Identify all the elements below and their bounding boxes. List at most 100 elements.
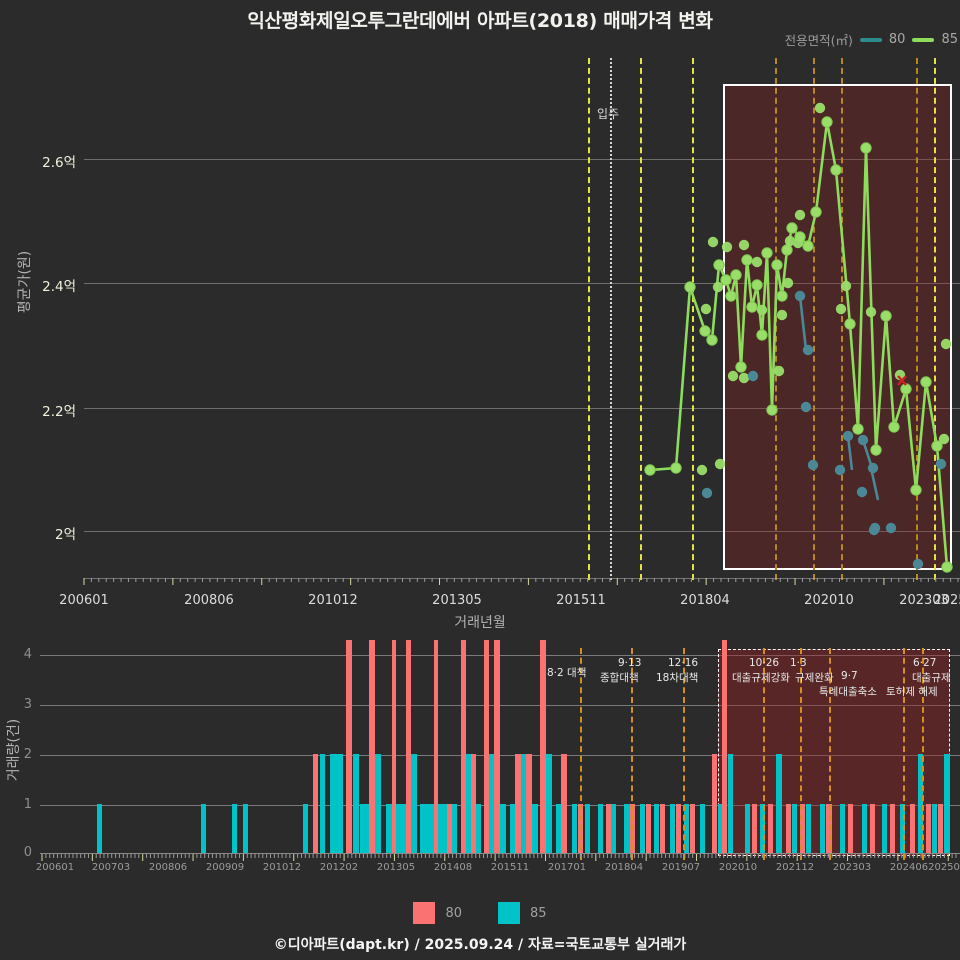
main-x-tick: 2025 bbox=[933, 593, 960, 608]
gridline bbox=[84, 283, 960, 284]
bar-x-tick: 201202 bbox=[319, 862, 359, 873]
policy-line-1-3 bbox=[813, 58, 815, 580]
policy-label-toheoje-text: 토허제 해제 bbox=[886, 686, 938, 698]
bar-x-tick: 200909 bbox=[205, 862, 245, 873]
bar-y-tick: 3 bbox=[23, 697, 32, 712]
main-y-tick: 2.6억 bbox=[42, 155, 76, 171]
legend-top-swatch-80 bbox=[859, 37, 882, 42]
bars-85 bbox=[97, 754, 950, 854]
gridline bbox=[84, 408, 960, 409]
bar-x-tick: 201907 bbox=[661, 862, 701, 873]
policy-label-9-7-date: 9·7 bbox=[841, 670, 858, 682]
policy-line-bar-9-13 bbox=[631, 648, 633, 860]
policy-label-9-13-date: 9·13 bbox=[618, 657, 642, 669]
policy-line-bar-6-27 bbox=[922, 648, 924, 860]
bar-x-tick: 20250 bbox=[928, 862, 960, 873]
policy-label-10-26-date: 10·26 bbox=[749, 657, 780, 669]
move-in-label: 입주 bbox=[597, 107, 620, 121]
main-x-tick: 202010 bbox=[804, 593, 854, 608]
main-y-tick: 2.2억 bbox=[42, 404, 76, 420]
main-y-tick: 2억 bbox=[54, 527, 76, 543]
main-x-axis-label: 거래년월 bbox=[454, 615, 506, 631]
page-title: 익산평화제일오투그란데에버 아파트(2018) 매매가격 변화 bbox=[247, 10, 713, 32]
red-x-marker bbox=[897, 375, 907, 386]
gridline bbox=[84, 531, 960, 532]
policy-label-10-26-name: 대출규제강화 bbox=[732, 672, 790, 684]
main-x-tick: 201012 bbox=[308, 593, 358, 608]
bar-x-ruler-ticks bbox=[41, 854, 957, 861]
series-85-line bbox=[649, 121, 949, 568]
policy-line-bar-10-26 bbox=[763, 648, 765, 860]
legend-top: 전용면적(㎡) 80 85 bbox=[785, 30, 958, 49]
policy-line-9-13 bbox=[640, 58, 642, 580]
footer-credit: ©디아파트(dapt.kr) / 2025.09.24 / 자료=국토교통부 실… bbox=[273, 937, 687, 953]
policy-line-bar-9-7 bbox=[829, 648, 831, 860]
policy-label-9-7-name: 특례대출축소 bbox=[819, 686, 877, 698]
policy-label-12-16-name: 18차대책 bbox=[656, 672, 699, 684]
bar-x-tick: 202010 bbox=[718, 862, 758, 873]
legend-top-item-80: 80 bbox=[888, 32, 906, 47]
policy-label-12-16-date: 12·16 bbox=[668, 657, 699, 669]
policy-label-8-2: 8·2 대책 bbox=[547, 667, 587, 679]
legend-top-item-85: 85 bbox=[941, 32, 958, 47]
policy-label-1-3-name: 규제완화 bbox=[795, 672, 834, 684]
policy-line-toheoje bbox=[916, 58, 918, 580]
legend-bottom-swatch-80 bbox=[413, 902, 436, 924]
legend-bottom-item-80: 80 bbox=[445, 905, 462, 921]
main-x-tick: 202303 bbox=[899, 593, 949, 608]
bar-x-tick: 201511 bbox=[490, 862, 530, 873]
policy-line-6-27 bbox=[934, 58, 936, 580]
main-x-tick: 201804 bbox=[680, 593, 730, 608]
series-85-scatter bbox=[696, 102, 952, 476]
policy-line-bar-12-16 bbox=[683, 648, 685, 860]
legend-bottom-item-85: 85 bbox=[530, 905, 547, 921]
bar-x-tick: 200703 bbox=[91, 862, 131, 873]
legend-bottom: 80 85 bbox=[0, 902, 960, 924]
policy-line-bar-toheoje bbox=[903, 648, 905, 860]
policy-line-bar-1-3 bbox=[800, 648, 802, 860]
main-x-ruler bbox=[83, 578, 960, 585]
series-85-points bbox=[644, 116, 953, 573]
main-y-tick: 2.4억 bbox=[42, 279, 76, 295]
main-chart: 평균가(원) 2.6억 2.4억 2.2억 2억 입주 bbox=[0, 58, 960, 631]
legend-top-label: 전용면적(㎡) bbox=[784, 33, 853, 48]
main-x-tick: 201305 bbox=[432, 593, 482, 608]
bar-x-tick: 201012 bbox=[262, 862, 302, 873]
bar-x-tick: 202406 bbox=[889, 862, 929, 873]
bar-x-tick: 201701 bbox=[547, 862, 587, 873]
move-in-line bbox=[610, 58, 612, 580]
bar-x-tick: 202303 bbox=[832, 862, 872, 873]
bar-x-tick: 200806 bbox=[148, 862, 188, 873]
policy-line-bar-8-2 bbox=[580, 648, 582, 860]
main-x-tick: 200601 bbox=[59, 593, 109, 608]
bar-y-tick: 2 bbox=[23, 747, 32, 762]
policy-line-12-16 bbox=[692, 58, 694, 580]
bar-x-tick: 201305 bbox=[376, 862, 416, 873]
legend-top-swatch-85 bbox=[912, 37, 935, 42]
gridline bbox=[84, 159, 960, 160]
legend-bottom-swatch-85 bbox=[498, 902, 520, 924]
volume-chart: 거래량(건) 4 3 2 1 0 bbox=[0, 640, 960, 890]
series-80-points bbox=[701, 290, 947, 570]
bar-x-axis-ticks: 200601 200703 200806 200909 201012 20120… bbox=[0, 862, 960, 878]
policy-label-6-27-name: 대출규제 bbox=[912, 672, 951, 684]
bar-y-tick: 1 bbox=[23, 797, 32, 812]
main-plot-svg bbox=[644, 102, 953, 573]
bar-x-ruler bbox=[40, 853, 960, 854]
policy-label-9-13-name: 종합대책 bbox=[600, 672, 639, 684]
bar-x-tick: 200601 bbox=[35, 862, 75, 873]
policy-label-6-27-date: 6·27 bbox=[913, 657, 937, 669]
bar-y-tick: 0 bbox=[23, 845, 32, 860]
policy-line-8-2 bbox=[588, 58, 590, 580]
policy-line-9-7 bbox=[841, 58, 843, 580]
main-x-tick: 201511 bbox=[556, 593, 606, 608]
series-80-segments bbox=[798, 295, 880, 501]
bar-x-tick: 201408 bbox=[433, 862, 473, 873]
main-x-tick: 200806 bbox=[184, 593, 234, 608]
bar-x-tick: 202112 bbox=[775, 862, 815, 873]
main-x-axis-ticks: 200601 200806 201012 201305 201511 20180… bbox=[0, 593, 960, 613]
bar-y-tick: 4 bbox=[23, 647, 32, 662]
policy-label-1-3-date: 1·3 bbox=[790, 657, 807, 669]
bar-x-tick: 201804 bbox=[604, 862, 644, 873]
